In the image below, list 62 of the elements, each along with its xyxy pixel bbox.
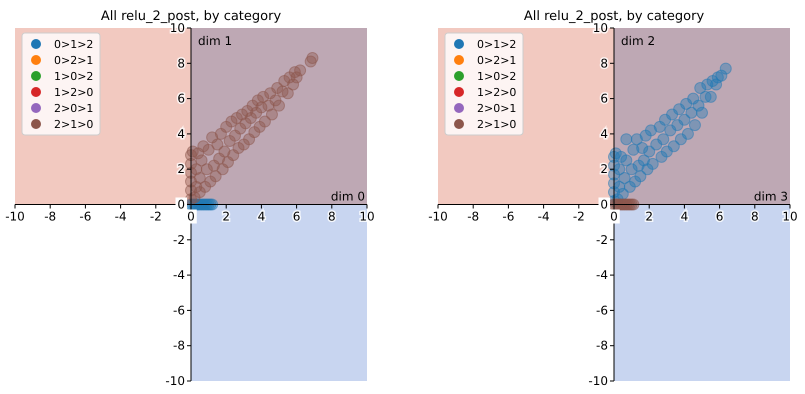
- x-tick-label: -4: [114, 210, 127, 224]
- x-tick-label: -4: [538, 210, 550, 224]
- legend-label: 2>0>1: [54, 102, 94, 115]
- x-tick-label: 6: [292, 210, 300, 224]
- y-tick-label: 2: [600, 162, 608, 176]
- x-tick-label: 2: [645, 210, 654, 224]
- legend-label: 2>1>0: [477, 118, 516, 131]
- y-tick-label: -6: [596, 303, 608, 318]
- x-tick-label: 8: [750, 210, 759, 224]
- x-tick-label: -8: [467, 210, 480, 224]
- x-tick-label: 4: [258, 210, 266, 224]
- y-axis-title: dim 2: [621, 34, 656, 48]
- y-tick-label: 6: [600, 92, 608, 106]
- x-tick-label: -6: [502, 210, 514, 224]
- y-tick-label: 10: [592, 21, 608, 35]
- legend-label: 0>1>2: [477, 38, 516, 51]
- legend-label: 1>0>2: [54, 70, 94, 83]
- x-tick-label: 0: [187, 210, 195, 224]
- x-tick-label: 4: [680, 210, 688, 224]
- legend-label: 2>1>0: [54, 118, 94, 131]
- y-tick-label: -4: [596, 268, 608, 282]
- legend-label: 2>0>1: [477, 102, 516, 115]
- x-tick-label: -2: [150, 210, 162, 224]
- y-tick-label: 4: [177, 126, 185, 141]
- x-axis-title: dim 3: [754, 190, 788, 204]
- chart-title: All relu_2_post, by category: [524, 9, 704, 24]
- x-tick-label: -2: [572, 210, 585, 224]
- x-tick-label: -6: [79, 210, 92, 224]
- x-tick-label: 8: [328, 210, 336, 224]
- y-tick-label: -8: [173, 338, 185, 353]
- x-axis-title: dim 0: [330, 190, 365, 204]
- y-tick-label: -10: [588, 374, 608, 388]
- y-axis-title: dim 1: [198, 34, 232, 48]
- y-tick-label: 4: [600, 126, 608, 141]
- x-tick-label: 6: [716, 210, 724, 224]
- y-tick-label: -8: [596, 338, 608, 353]
- y-tick-label: -2: [173, 232, 185, 247]
- y-tick-label: 8: [177, 56, 185, 70]
- legend-label: 0>2>1: [477, 54, 516, 67]
- legend-label: 1>2>0: [477, 86, 516, 99]
- legend-label: 1>2>0: [54, 86, 94, 99]
- y-tick-label: 0: [600, 198, 608, 212]
- chart-title: All relu_2_post, by category: [100, 9, 282, 24]
- y-tick-label: 2: [177, 162, 185, 176]
- x-tick-label: -10: [5, 210, 25, 224]
- legend-label: 1>0>2: [477, 70, 516, 83]
- y-tick-label: 10: [170, 21, 185, 35]
- y-tick-label: 6: [177, 92, 185, 106]
- y-tick-label: 0: [177, 198, 185, 212]
- y-tick-label: -2: [596, 232, 608, 247]
- x-tick-label: -8: [44, 210, 56, 224]
- legend-label: 0>1>2: [54, 38, 94, 51]
- x-tick-label: 10: [359, 210, 375, 224]
- x-tick-label: 2: [222, 210, 230, 224]
- y-tick-label: -6: [173, 303, 185, 318]
- legend-label: 0>2>1: [54, 54, 94, 67]
- y-tick-label: -4: [173, 268, 185, 282]
- x-tick-label: -10: [428, 210, 448, 224]
- y-tick-label: 8: [600, 56, 608, 70]
- x-tick-label: 10: [782, 210, 798, 224]
- x-tick-label: 0: [610, 210, 618, 224]
- y-tick-label: -10: [165, 374, 185, 388]
